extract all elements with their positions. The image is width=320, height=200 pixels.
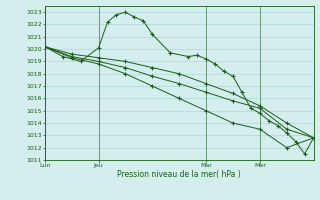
X-axis label: Pression niveau de la mer( hPa ): Pression niveau de la mer( hPa ): [117, 170, 241, 179]
